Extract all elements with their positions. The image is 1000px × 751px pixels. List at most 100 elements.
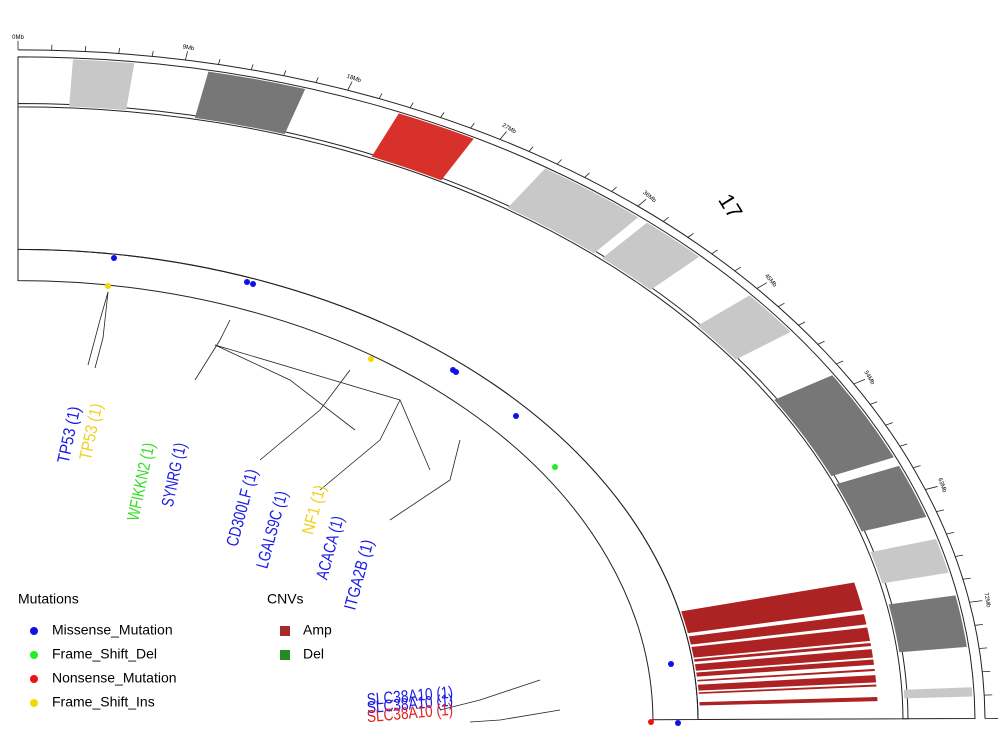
legend-label: Frame_Shift_Ins	[52, 694, 155, 710]
tick	[151, 50, 154, 57]
tick	[470, 122, 475, 129]
legend-swatch	[280, 626, 290, 636]
tick	[250, 64, 254, 70]
tick	[711, 249, 718, 255]
tick	[663, 217, 669, 222]
gene-label: CD300LF (1)	[223, 467, 262, 548]
tick	[378, 93, 383, 99]
tick-label: 0Mb	[12, 35, 24, 41]
mutation-dot	[668, 661, 674, 667]
band	[870, 539, 949, 584]
mutation-dot	[368, 356, 374, 362]
tick	[962, 577, 971, 580]
tick-label: 27Mb	[501, 123, 518, 136]
tick	[836, 360, 844, 365]
tick	[409, 102, 414, 108]
legend-swatch	[30, 627, 38, 635]
tick-label: 36Mb	[641, 190, 657, 205]
band	[69, 59, 135, 111]
connector	[319, 399, 401, 491]
tick-axis	[17, 49, 986, 719]
band	[836, 465, 927, 532]
band	[903, 687, 973, 699]
tick	[974, 624, 983, 626]
band	[697, 295, 791, 360]
connector	[214, 344, 356, 431]
mutation-dot	[513, 413, 519, 419]
tick	[936, 509, 945, 513]
tick	[440, 112, 445, 118]
legend-label: Nonsense_Mutation	[52, 670, 177, 686]
tick	[184, 51, 189, 61]
tick	[946, 532, 955, 535]
cnv-amp	[697, 668, 875, 682]
tick-label: 18Mb	[346, 74, 363, 85]
legend-label: Missense_Mutation	[52, 622, 173, 638]
gene-label: LGALS9C (1)	[253, 489, 292, 570]
tick	[556, 159, 562, 165]
mutation-dot	[648, 719, 654, 725]
tick	[913, 465, 921, 469]
tick	[756, 282, 768, 289]
connector	[87, 291, 109, 366]
band	[774, 375, 894, 477]
cnv-amp	[698, 684, 877, 694]
track	[17, 248, 699, 721]
mutation-dot	[675, 720, 681, 726]
connector	[259, 369, 351, 461]
tick	[817, 340, 825, 345]
legend-swatch	[30, 675, 38, 683]
legend-swatch	[30, 651, 38, 659]
mutation-dot	[105, 283, 111, 289]
tick	[853, 379, 866, 385]
connector	[389, 439, 461, 521]
band	[371, 113, 474, 181]
cnv-amp	[699, 696, 878, 706]
cnv-amp	[697, 675, 877, 691]
cnv-amp	[696, 659, 875, 677]
tick-label: 63Mb	[936, 477, 947, 494]
legend-swatch	[280, 650, 290, 660]
gene-label: SYNRG (1)	[158, 441, 190, 508]
tick	[218, 58, 221, 65]
connector	[94, 291, 109, 369]
cnv-amp	[694, 649, 873, 671]
band	[194, 71, 306, 135]
chromosome-label: 17	[713, 189, 747, 223]
tick	[584, 172, 590, 178]
band	[888, 595, 967, 653]
tick-label: 45Mb	[763, 273, 778, 289]
band	[507, 168, 639, 254]
gene-label: WFIKKN2 (1)	[123, 441, 158, 522]
track	[17, 56, 976, 720]
legend-label: Frame_Shift_Del	[52, 646, 157, 662]
mutation-dot	[111, 255, 117, 261]
cnv-amp	[694, 642, 872, 662]
legend-title: CNVs	[267, 591, 304, 607]
tick	[870, 401, 878, 405]
tick	[969, 600, 983, 603]
tick	[347, 81, 353, 91]
cnv-amp	[681, 582, 863, 634]
cnv-amp	[688, 614, 867, 645]
tick	[955, 554, 964, 557]
tick	[979, 647, 988, 649]
tick	[734, 266, 741, 272]
tick	[885, 422, 893, 426]
mutation-dot	[552, 464, 558, 470]
tick	[499, 131, 507, 140]
connector	[439, 679, 541, 711]
tick	[899, 443, 908, 447]
tick	[798, 321, 806, 326]
tick	[925, 486, 938, 490]
connector	[469, 709, 561, 723]
mutation-dot	[250, 281, 256, 287]
tick-label: 72Mb	[982, 592, 991, 608]
tick	[528, 146, 534, 152]
legend-label: Del	[303, 646, 324, 662]
tick	[637, 198, 647, 207]
tick	[84, 45, 87, 52]
tick	[315, 77, 319, 83]
tick	[118, 48, 120, 54]
